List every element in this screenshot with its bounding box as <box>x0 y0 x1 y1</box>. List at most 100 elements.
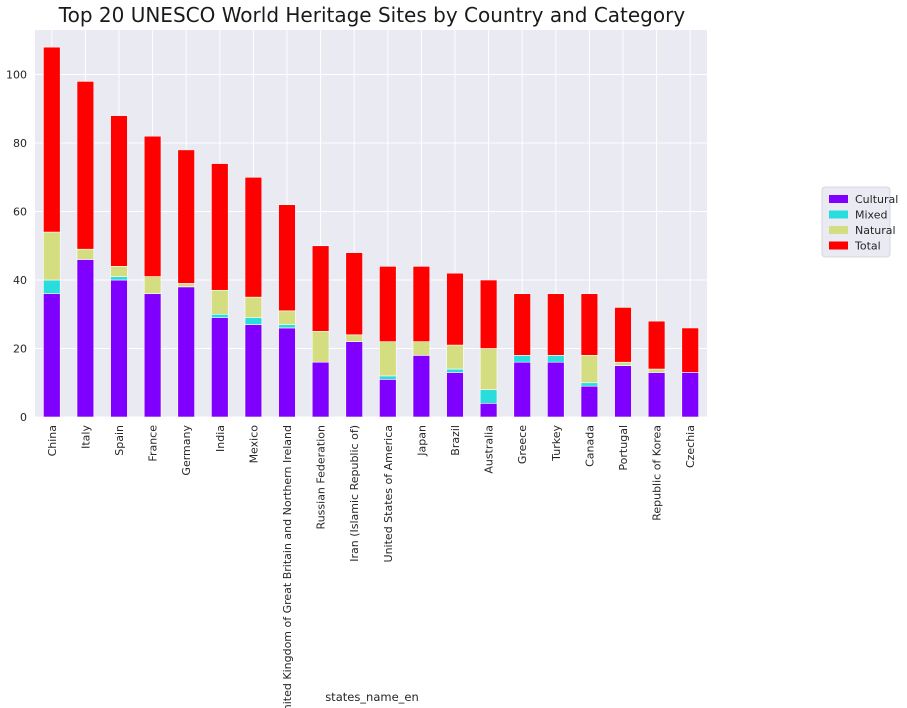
bar-segment-natural <box>143 276 162 295</box>
bar-segment-total <box>278 204 296 312</box>
y-tick-label: 80 <box>13 137 27 150</box>
bar-segment-total <box>681 327 699 373</box>
bar-segment-mixed <box>547 355 565 363</box>
bar-segment-cultural <box>278 327 296 418</box>
bar-segment-mixed <box>479 389 498 404</box>
bar-segment-cultural <box>110 279 128 418</box>
bar-segment-total <box>345 252 363 336</box>
y-tick-label: 100 <box>6 69 27 82</box>
bar-segment-total <box>143 135 162 277</box>
bar-segment-natural <box>412 341 431 356</box>
bar-segment-natural <box>479 348 498 390</box>
legend-swatch-total <box>829 241 848 250</box>
bar-segment-cultural <box>244 324 263 418</box>
legend-label-mixed: Mixed <box>855 209 887 222</box>
x-tick-label: Germany <box>180 425 193 476</box>
bar-segment-natural <box>647 368 666 373</box>
y-tick-label: 20 <box>13 343 27 356</box>
bar-segment-natural <box>345 334 363 342</box>
x-tick-label: Spain <box>113 425 126 456</box>
legend-swatch-cultural <box>829 195 848 203</box>
legend-label-total: Total <box>854 240 881 253</box>
bar-segment-total <box>244 176 263 298</box>
bar-segment-cultural <box>379 379 397 418</box>
x-tick-label: United Kingdom of Great Britain and Nort… <box>281 425 294 708</box>
x-tick-label: Iran (Islamic Republic of) <box>348 425 361 562</box>
bar-segment-total <box>580 293 599 356</box>
bar-segment-cultural <box>143 293 162 418</box>
bar-segment-total <box>412 266 431 342</box>
legend-box <box>821 186 891 258</box>
x-tick-label: Greece <box>516 425 529 464</box>
x-tick-label: India <box>214 425 227 452</box>
x-tick-label: Portugal <box>617 425 630 471</box>
bar-segment-cultural <box>43 293 61 418</box>
plot-background <box>35 30 707 417</box>
x-tick-label: France <box>147 425 160 462</box>
bar-segment-cultural <box>211 317 229 418</box>
plot-area: 0 20 40 60 80 100 China Italy Spain France Germany… <box>6 30 707 708</box>
bar-segment-total <box>446 272 464 346</box>
bar-segment-total <box>110 115 128 267</box>
bar-segment-mixed <box>278 324 296 329</box>
bar-segment-mixed <box>43 279 61 295</box>
bar-segment-cultural <box>345 341 363 418</box>
bar-segment-total <box>211 163 229 291</box>
bar-segment-natural <box>177 283 195 288</box>
bar-segment-total <box>311 245 330 332</box>
x-tick-label: Mexico <box>247 425 260 464</box>
bar-segment-total <box>547 293 565 356</box>
x-tick-label: Brazil <box>449 425 462 456</box>
bar-segment-total <box>614 307 632 363</box>
bar-segment-natural <box>446 344 464 370</box>
bar-segment-cultural <box>614 365 632 418</box>
bar-segment-natural <box>211 289 229 315</box>
bar-segment-total <box>479 279 498 349</box>
x-tick-label: Australia <box>483 425 496 474</box>
bar-segment-mixed <box>446 368 464 373</box>
x-tick-label: Turkey <box>550 425 563 462</box>
bar-segment-natural <box>614 361 632 366</box>
x-tick-label: Italy <box>79 425 92 449</box>
y-tick-label: 60 <box>13 206 27 219</box>
legend-swatch-natural <box>829 226 848 234</box>
bar-segment-mixed <box>211 313 229 318</box>
bar-segment-natural <box>110 266 128 277</box>
bar-segment-cultural <box>647 372 666 418</box>
bar-segment-natural <box>580 355 599 384</box>
bar-segment-mixed <box>580 382 599 387</box>
bar-segment-cultural <box>681 372 699 418</box>
bar-segment-mixed <box>244 317 263 325</box>
bar-segment-mixed <box>513 355 531 363</box>
legend: Cultural Mixed Natural Total <box>821 186 898 258</box>
bar-segment-mixed <box>379 375 397 380</box>
bar-segment-total <box>513 293 531 356</box>
x-tick-label: China <box>46 425 59 456</box>
bar-segment-cultural <box>547 361 565 418</box>
bar-segment-cultural <box>76 259 95 418</box>
bar-segment-natural <box>379 341 397 377</box>
bar-segment-cultural <box>177 286 195 418</box>
x-tick-label: Republic of Korea <box>651 425 664 521</box>
bar-segment-cultural <box>446 372 464 418</box>
x-tick-label: Russian Federation <box>315 425 328 529</box>
bar-segment-total <box>177 149 195 284</box>
bar-segment-total <box>379 266 397 342</box>
x-axis-label: states_name_en <box>325 690 419 704</box>
bar-segment-natural <box>76 248 95 260</box>
chart-title: Top 20 UNESCO World Heritage Sites by Co… <box>58 3 686 27</box>
legend-label-cultural: Cultural <box>855 193 898 206</box>
bar-segment-cultural <box>580 385 599 418</box>
bar-segment-natural <box>43 231 61 281</box>
x-tick-label: Japan <box>415 425 428 457</box>
x-tick-label: Czechia <box>684 425 697 468</box>
y-tick-label: 0 <box>20 411 27 424</box>
bar-segment-total <box>43 46 61 233</box>
legend-swatch-mixed <box>829 210 848 219</box>
bar-segment-natural <box>311 331 330 363</box>
bar-segment-cultural <box>311 361 330 418</box>
x-tick-label: United States of America <box>382 425 395 562</box>
bar-segment-cultural <box>513 361 531 418</box>
bar-segment-natural <box>244 296 263 318</box>
